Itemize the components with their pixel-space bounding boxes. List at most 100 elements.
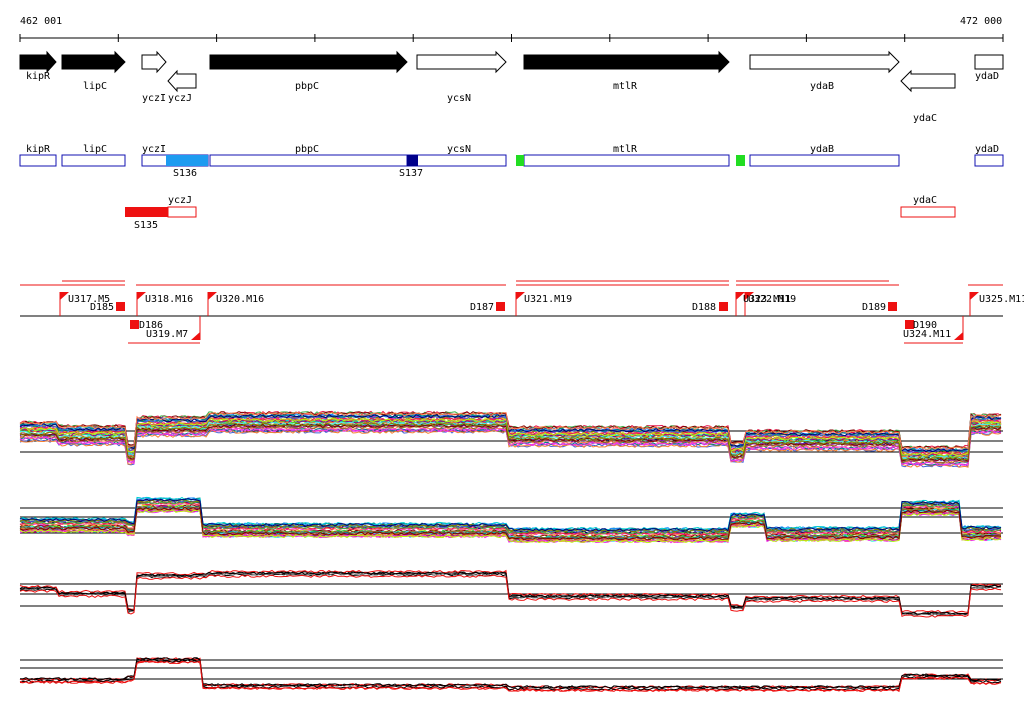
gene-arrow-pbpC[interactable] (209, 50, 408, 74)
ruler-start-label: 462 001 (20, 16, 62, 27)
expression-profile-line (19, 574, 1002, 618)
annot-box-pbpC[interactable] (209, 154, 408, 167)
expression-panel-antisense-selected (19, 657, 1003, 693)
gene-ydaB[interactable]: ydaB (749, 50, 900, 92)
gene-label-ydaC: ydaC (913, 113, 937, 124)
upshift-U323.M11[interactable]: U323.M11 (743, 292, 791, 316)
gene-ydaC[interactable]: ydaC (900, 69, 956, 124)
expression-profile-line (19, 411, 1002, 450)
gene-arrow-mtlR[interactable] (523, 50, 730, 74)
gene-arrow-yczJ[interactable] (167, 69, 197, 93)
upshift-U321.M19[interactable]: U321.M19 (515, 292, 572, 316)
shift-track: U317.M5 U318.M16 U320.M16 U321.M19 U322.… (20, 280, 1024, 344)
upshift-U322.M19[interactable]: U322.M19 (735, 292, 796, 316)
gene-arrow-ycsN[interactable] (416, 50, 507, 74)
downshift-marker (496, 302, 505, 311)
expression-panel-antisense-all (19, 496, 1003, 544)
gene-arrow-lipC[interactable] (61, 50, 126, 74)
gene-arrow-yczI[interactable] (141, 50, 167, 74)
expression-profile-line (19, 419, 1002, 458)
upshift-label: U319.M7 (146, 329, 188, 340)
transcript-lines-top (20, 280, 1003, 286)
segment-green-2[interactable] (736, 155, 745, 166)
upshift-flag (745, 292, 754, 300)
downshift-D190[interactable]: D190 (905, 320, 937, 331)
upshift-flag (191, 332, 200, 340)
downshift-D188[interactable]: D188 (692, 302, 728, 313)
antisense-box-ydaC[interactable] (900, 206, 956, 218)
annot-box-ycsN[interactable] (406, 154, 507, 167)
downshift-label: D189 (862, 302, 886, 313)
annot-label-ycsN: ycsN (447, 144, 471, 155)
upshift-label: U318.M16 (145, 294, 193, 305)
annot-box-lipC[interactable] (61, 154, 126, 167)
expression-profile-line (19, 429, 1002, 468)
gene-arrow-ydaB[interactable] (749, 50, 900, 74)
expression-profile-line (19, 657, 1002, 689)
downshift-D187[interactable]: D187 (470, 302, 505, 313)
antisense-label-yczJ: yczJ (168, 195, 192, 206)
upshift-U319.M7[interactable]: U319.M7 (146, 316, 201, 340)
gene-arrow-ydaD[interactable] (974, 54, 1004, 70)
downshift-D186[interactable]: D186 (130, 320, 163, 331)
downshift-label: D186 (139, 320, 163, 331)
expression-profile-line (19, 571, 1002, 615)
gene-pbpC[interactable]: pbpC (209, 50, 408, 92)
upshift-flag (970, 292, 979, 300)
gene-ycsN[interactable]: ycsN (416, 50, 507, 104)
antisense-box-yczJ[interactable] (167, 206, 197, 218)
expression-profile-line (19, 422, 1002, 461)
upshift-flag (60, 292, 69, 300)
upshift-label: U325.M11 (979, 294, 1024, 305)
annot-label-yczI: yczI (142, 144, 166, 155)
upshift-U324.M11[interactable]: U324.M11 (903, 316, 964, 340)
downshift-label: D188 (692, 302, 716, 313)
expression-panel-sense-all (19, 410, 1003, 468)
gene-label-pbpC: pbpC (295, 81, 319, 92)
annot-box-ydaB[interactable] (749, 154, 900, 167)
gene-label-mtlR: mtlR (613, 81, 638, 92)
segment-S135[interactable] (125, 207, 168, 217)
ruler-ticks (19, 34, 1004, 42)
segment-green-1[interactable] (516, 155, 524, 166)
annot-box-kipR[interactable] (19, 154, 57, 167)
downshift-marker (888, 302, 897, 311)
sense-annotation-track: kipR lipC yczI pbpC ycsN mtlR ydaB ydaD … (19, 144, 1004, 179)
upshift-U320.M16[interactable]: U320.M16 (207, 292, 264, 316)
gene-yczI[interactable]: yczI (141, 50, 167, 104)
segment-S137[interactable] (407, 155, 418, 166)
upshift-U317.M5[interactable]: U317.M5 (59, 292, 110, 316)
gene-lipC[interactable]: lipC (61, 50, 126, 92)
expression-profile-line (19, 417, 1002, 457)
upshift-flag (137, 292, 146, 300)
gene-label-kipR: kipR (26, 71, 51, 82)
gene-ydaD[interactable]: ydaD (974, 54, 1004, 82)
annot-label-lipC: lipC (83, 144, 107, 155)
annot-label-mtlR: mtlR (613, 144, 638, 155)
upshift-U325.M11[interactable]: U325.M11 (969, 292, 1024, 316)
segment-S136[interactable] (166, 155, 208, 166)
gene-kipR[interactable]: kipR (19, 50, 57, 82)
upshift-flag (516, 292, 525, 300)
downshift-marker (905, 320, 914, 329)
annot-box-ydaD[interactable] (974, 154, 1004, 167)
segment-label-S137: S137 (399, 168, 423, 179)
downshift-D189[interactable]: D189 (862, 302, 897, 313)
upshift-U318.M16[interactable]: U318.M16 (136, 292, 193, 316)
upshift-label: U320.M16 (216, 294, 264, 305)
downshift-D185[interactable]: D185 (90, 302, 125, 313)
upshift-label: U322.M19 (748, 294, 796, 305)
upshift-flag (208, 292, 217, 300)
expression-profile-line (19, 427, 1002, 466)
gene-label-ydaD: ydaD (975, 71, 999, 82)
expression-profile-line (19, 411, 1002, 451)
downshift-marker (116, 302, 125, 311)
segment-label-S136: S136 (173, 168, 197, 179)
downshift-label: D190 (913, 320, 937, 331)
gene-arrow-kipR[interactable] (19, 50, 57, 74)
gene-arrow-ydaC[interactable] (900, 69, 956, 93)
gene-mtlR[interactable]: mtlR (523, 50, 730, 92)
gene-yczJ[interactable]: yczJ (167, 69, 197, 104)
annot-box-mtlR[interactable] (523, 154, 730, 167)
gene-label-yczJ: yczJ (168, 93, 192, 104)
